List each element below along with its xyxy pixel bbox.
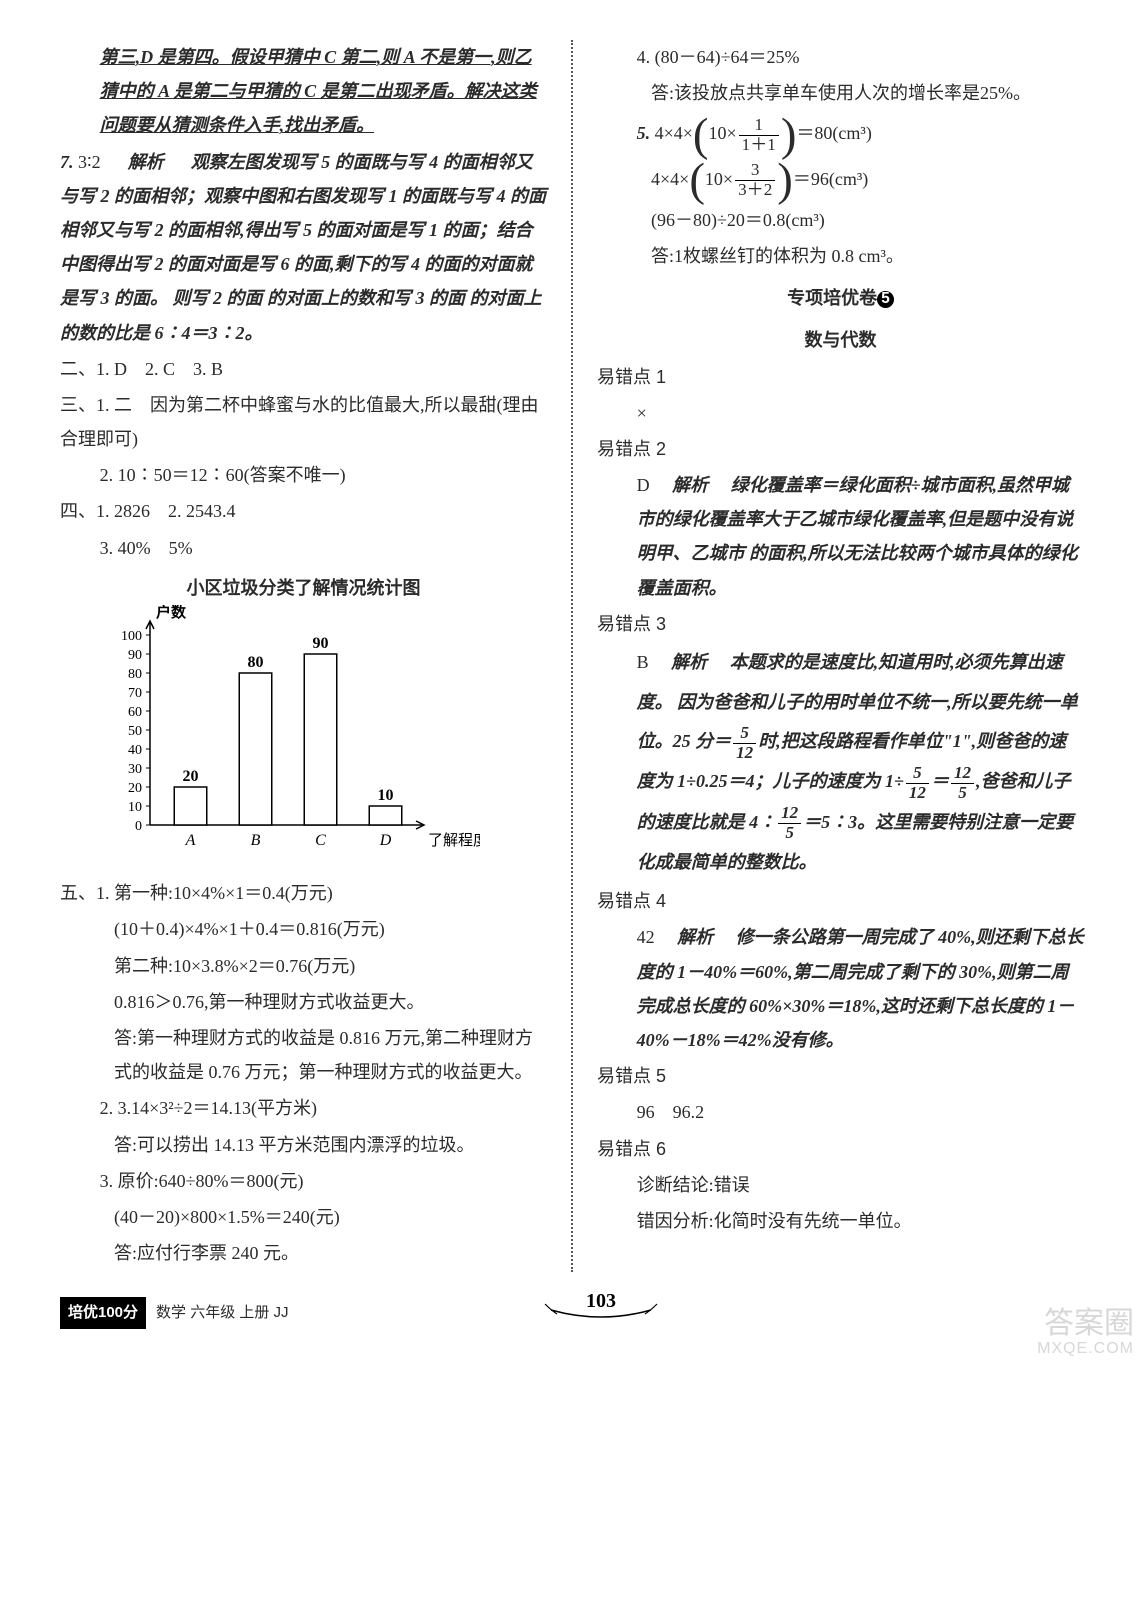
section-header-2: 数与代数 [597,323,1084,357]
section-5-1e: 答:第一种理财方式的收益是 0.816 万元,第二种理财方式的收益是 0.76 … [60,1021,547,1089]
r5d: 答:1枚螺丝钉的体积为 0.8 cm³。 [597,239,1084,273]
section-5-1d: 0.816＞0.76,第一种理财方式收益更大。 [60,985,547,1019]
svg-text:90: 90 [313,635,329,652]
e3-body: B 解析 本题求的是速度比,知道用时,必须先算出速度。 因为爸爸和儿子的用时单位… [597,643,1084,882]
r5-eq2-mid: 10× [705,169,733,189]
svg-text:30: 30 [128,762,142,777]
svg-text:103: 103 [586,1290,616,1312]
e2-ans: D [637,475,650,495]
e5-answer: 96 96.2 [597,1095,1084,1129]
e1-answer: × [597,396,1084,430]
svg-text:20: 20 [183,768,199,785]
e6-b: 错因分析:化简时没有先统一单位。 [597,1204,1084,1238]
r5-eq2: 4×4×(10×33＋2)＝96(cm³) [597,158,1084,201]
footer-left: 培优100分 数学 六年级 上册 JJ [60,1297,299,1330]
continuation-text: 第三,D 是第四。假设甲猜中 C 第二,则 A 不是第一,则乙猜中的 A 是第二… [60,40,547,143]
svg-text:A: A [185,832,196,849]
r5-eq1-pre: 4×4× [655,123,693,143]
section-2: 二、1. D 2. C 3. B [60,352,547,386]
svg-text:80: 80 [128,667,142,682]
e5-header: 易错点 5 [597,1059,1084,1093]
fraction: 512 [733,724,756,763]
jiexi-label: 解析 [128,152,164,172]
svg-text:户数: 户数 [156,605,187,621]
fraction: 512 [906,764,929,803]
section-3-2: 2. 10∶50＝12∶60(答案不唯一) [60,458,547,492]
bar-chart: 0 10 20 30 40 50 60 70 80 90 100 户数 20 A 80 B 90 C 10 D 了解程度 [60,605,547,876]
section-3-1: 三、1. 二 因为第二杯中蜂蜜与水的比值最大,所以最甜(理由合理即可) [60,388,547,456]
section-5-3a: 3. 原价:640÷80%＝800(元) [60,1164,547,1198]
fraction: 11＋1 [739,116,779,155]
svg-text:90: 90 [128,648,142,663]
section-5-3c: 答:应付行李票 240 元。 [60,1236,547,1270]
e3-header: 易错点 3 [597,607,1084,641]
fraction: 33＋2 [735,161,775,200]
e2-body: D 解析 绿化覆盖率＝绿化面积÷城市面积,虽然甲城市的绿化覆盖率大于乙城市绿化覆… [597,468,1084,605]
fraction: 125 [951,764,974,803]
section-4-1: 四、1. 2826 2. 2543.4 [60,494,547,528]
page-footer: 培优100分 数学 六年级 上册 JJ 103 [60,1290,1084,1335]
r5-eq1: 5. 4×4×(10×11＋1)＝80(cm³) [597,112,1084,155]
svg-text:B: B [251,832,261,849]
section-header-1: 专项培优卷5 [597,281,1084,315]
chart-title: 小区垃圾分类了解情况统计图 [60,571,547,605]
section-4-3: 3. 40% 5% [60,531,547,565]
e4-body: 42 解析 修一条公路第一周完成了 40%,则还剩下总长度的 1－40%＝60%… [597,920,1084,1057]
e2-header: 易错点 2 [597,432,1084,466]
r5-eq1-post: ＝80(cm³) [796,123,871,143]
svg-text:了解程度: 了解程度 [428,832,480,849]
question-7: 7. 3∶2 解析 观察左图发现写 5 的面既与写 4 的面相邻又与写 2 的面… [60,145,547,350]
r4b: 答:该投放点共享单车使用人次的增长率是25%。 [597,76,1084,110]
e1-header: 易错点 1 [597,360,1084,394]
e3-ans: B [637,652,649,672]
e6-a: 诊断结论:错误 [597,1168,1084,1202]
jiexi-label: 解析 [677,927,713,947]
fraction: 125 [778,804,801,843]
section-5-1c: 第二种:10×3.8%×2＝0.76(万元) [60,949,547,983]
section-5-3b: (40－20)×800×1.5%＝240(元) [60,1200,547,1234]
svg-text:50: 50 [128,724,142,739]
svg-text:D: D [379,832,392,849]
r5-eq2-pre: 4×4× [651,169,689,189]
watermark-url: MXQE.COM [1037,1340,1134,1358]
svg-text:C: C [315,832,326,849]
section-5-1b: (10＋0.4)×4%×1＋0.4＝0.816(万元) [60,912,547,946]
r5-eq2-post: ＝96(cm³) [793,169,868,189]
q7-explanation: 观察左图发现写 5 的面既与写 4 的面相邻又与写 2 的面相邻；观察中图和右图… [60,152,546,343]
section-5-2a: 2. 3.14×3²÷2＝14.13(平方米) [60,1091,547,1125]
r5c: (96－80)÷20＝0.8(cm³) [597,203,1084,237]
q7-label: 7. [60,152,74,172]
svg-text:100: 100 [121,629,142,644]
svg-text:40: 40 [128,743,142,758]
svg-text:10: 10 [128,800,142,815]
jiexi-label: 解析 [671,652,707,672]
left-column: 第三,D 是第四。假设甲猜中 C 第二,则 A 不是第一,则乙猜中的 A 是第二… [60,40,571,1272]
svg-text:10: 10 [378,787,394,804]
r5-eq1-mid: 10× [709,123,737,143]
r4a: 4. (80－64)÷64＝25% [597,40,1084,74]
right-column: 4. (80－64)÷64＝25% 答:该投放点共享单车使用人次的增长率是25%… [573,40,1084,1272]
series-badge: 培优100分 [60,1297,146,1330]
section-5-1a: 五、1. 第一种:10×4%×1＝0.4(万元) [60,876,547,910]
svg-text:60: 60 [128,705,142,720]
e6-header: 易错点 6 [597,1132,1084,1166]
svg-text:70: 70 [128,686,142,701]
e4-ans: 42 [637,927,655,947]
e4-header: 易错点 4 [597,884,1084,918]
two-column-layout: 第三,D 是第四。假设甲猜中 C 第二,则 A 不是第一,则乙猜中的 A 是第二… [60,40,1084,1272]
svg-text:0: 0 [135,819,142,834]
q7-answer: 3∶2 [78,152,101,172]
jiexi-label: 解析 [672,475,708,495]
circled-number-icon: 5 [877,291,894,308]
footer-text: 数学 六年级 上册 JJ [146,1299,299,1328]
r5-label: 5. [637,123,651,143]
section-5-2b: 答:可以捞出 14.13 平方米范围内漂浮的垃圾。 [60,1128,547,1162]
svg-text:80: 80 [248,654,264,671]
svg-text:20: 20 [128,781,142,796]
page-number-ornament: 103 [299,1290,904,1335]
